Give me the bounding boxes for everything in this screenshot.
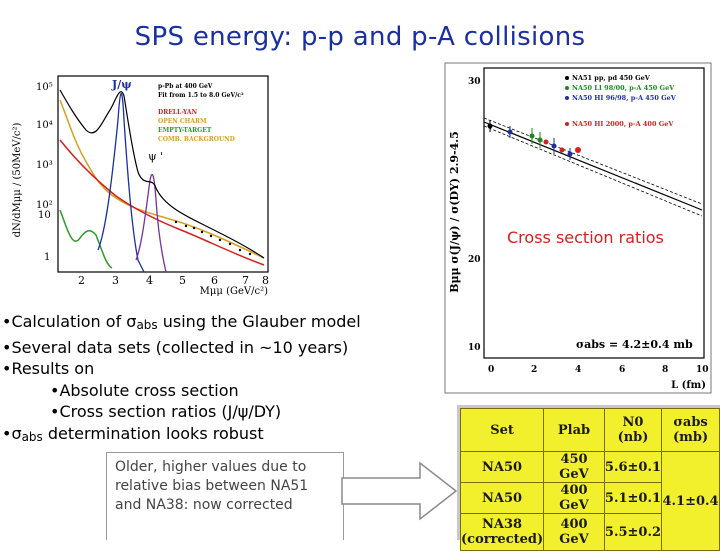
left-x-tick: 5 [179,274,186,287]
left-y-tick: 10⁴ [36,120,53,131]
left-legend-entry: COMB. BACKGROUND [158,136,235,143]
right-x-tick: 10 [696,365,709,375]
left-x-tick: 3 [112,274,119,287]
right-y-tick: 20 [468,255,481,265]
table-header-cell: N0 (nb) [603,408,663,452]
right-x-tick: 2 [531,365,537,375]
left-y-tick: 10⁵ [36,82,53,93]
table-cell: 450 GeV [543,451,605,483]
left-x-tick: 4 [146,274,153,287]
bullet-list: •Calculation of σabs using the Glauber m… [2,311,432,448]
jpsi-peak-label: J/ψ [111,78,132,91]
right-legend-entry: NA50 HI 2000, p-A 400 GeV [572,120,674,128]
table-cell: NA50 [459,451,545,483]
arrow-icon [341,461,458,521]
left-x-tick: 8 [262,274,269,287]
left-x-tick: 6 [211,274,218,287]
table-cell: 5.5±0.2 [603,513,663,551]
left-x-label: Mμμ (GeV/c²) [200,286,268,297]
cross-section-ratios-label: Cross section ratios [505,228,666,247]
mass-spectrum-plot: dN/dMμμ / (50MeV/c²) 10⁵ 10⁴ 10³ 10² 10 … [12,75,269,297]
left-y-tick: 10 [38,210,51,221]
bullet-item: •Results on [2,359,95,378]
table-cell: NA50 [459,482,545,514]
table-header-cell: σabs (mb) [661,408,720,452]
right-y-tick: 10 [468,343,481,353]
results-table-panel: Set Plab N0 (nb) σabs (mb) NA50 450 GeV … [457,405,720,551]
right-x-tick: 0 [488,365,494,375]
left-y-label: dN/dMμμ / (50MeV/c²) [12,123,23,238]
left-legend-entry: DRELL-YAN [158,109,198,116]
results-table: Set Plab N0 (nb) σabs (mb) NA50 450 GeV … [459,408,720,551]
left-legend-entry: p-Pb at 400 GeV [158,83,213,90]
table-cell: NA38 (corrected) [459,513,545,551]
bullet-item: •Several data sets (collected in ~10 yea… [2,337,349,357]
left-legend-entry: OPEN CHARM [158,118,207,125]
table-cell: 5.6±0.1 [603,451,663,483]
bullet-subitem: •Absolute cross section [50,380,239,400]
left-y-tick: 10³ [36,160,53,171]
right-y-tick: 30 [468,77,481,87]
right-legend-entry: NA50 HI 96/98, p-A 450 GeV [572,94,677,102]
right-legend-entry: NA51 pp, pd 450 GeV [572,74,651,82]
cross-section-ratio-plot: Bμμ σ(J/ψ) / σ(DY) 2.9-4.5 30 20 10 0 2 … [444,62,712,394]
sigma-abs-annotation: σabs = 4.2±0.4 mb [576,338,693,351]
right-y-label: Bμμ σ(J/ψ) / σ(DY) 2.9-4.5 [448,131,461,293]
bullet-item: •σabs determination looks robust [2,423,264,444]
table-row: NA50 450 GeV 5.6±0.1 4.1±0.4 [459,451,720,551]
left-x-tick: 2 [78,274,85,287]
right-x-tick: 4 [575,365,581,375]
bullet-subitem: •Cross section ratios (J/ψ/DY) [50,402,282,421]
left-y-tick: 1 [44,252,50,263]
slide-title: SPS energy: p-p and p-A collisions [134,22,586,52]
table-header-cell: Set [459,408,545,452]
table-cell: 400 GeV [543,513,605,551]
sigma-abs-value: 4.1±0.4 [661,451,720,551]
psiprime-peak-label: ψ ' [148,150,163,163]
bullet-item: •Calculation of σabs using the Glauber m… [2,312,361,332]
right-legend-entry: NA50 LI 98/00, p-A 450 GeV [572,84,675,92]
right-x-tick: 8 [662,365,668,375]
right-x-label: L (fm) [671,380,706,391]
left-y-tick: 10² [36,200,53,211]
table-cell: 400 GeV [543,482,605,514]
left-x-tick: 7 [242,274,249,287]
table-header-cell: Plab [543,408,605,452]
note-box: Older, higher values due to relative bia… [106,452,344,540]
table-header-row: Set Plab N0 (nb) σabs (mb) [459,408,720,452]
left-legend-entry: EMPTY-TARGET [158,127,212,134]
right-x-tick: 6 [619,365,625,375]
left-legend-entry: Fit from 1.5 to 8.0 GeV/c² [158,92,244,99]
table-cell: 5.1±0.1 [603,482,663,514]
